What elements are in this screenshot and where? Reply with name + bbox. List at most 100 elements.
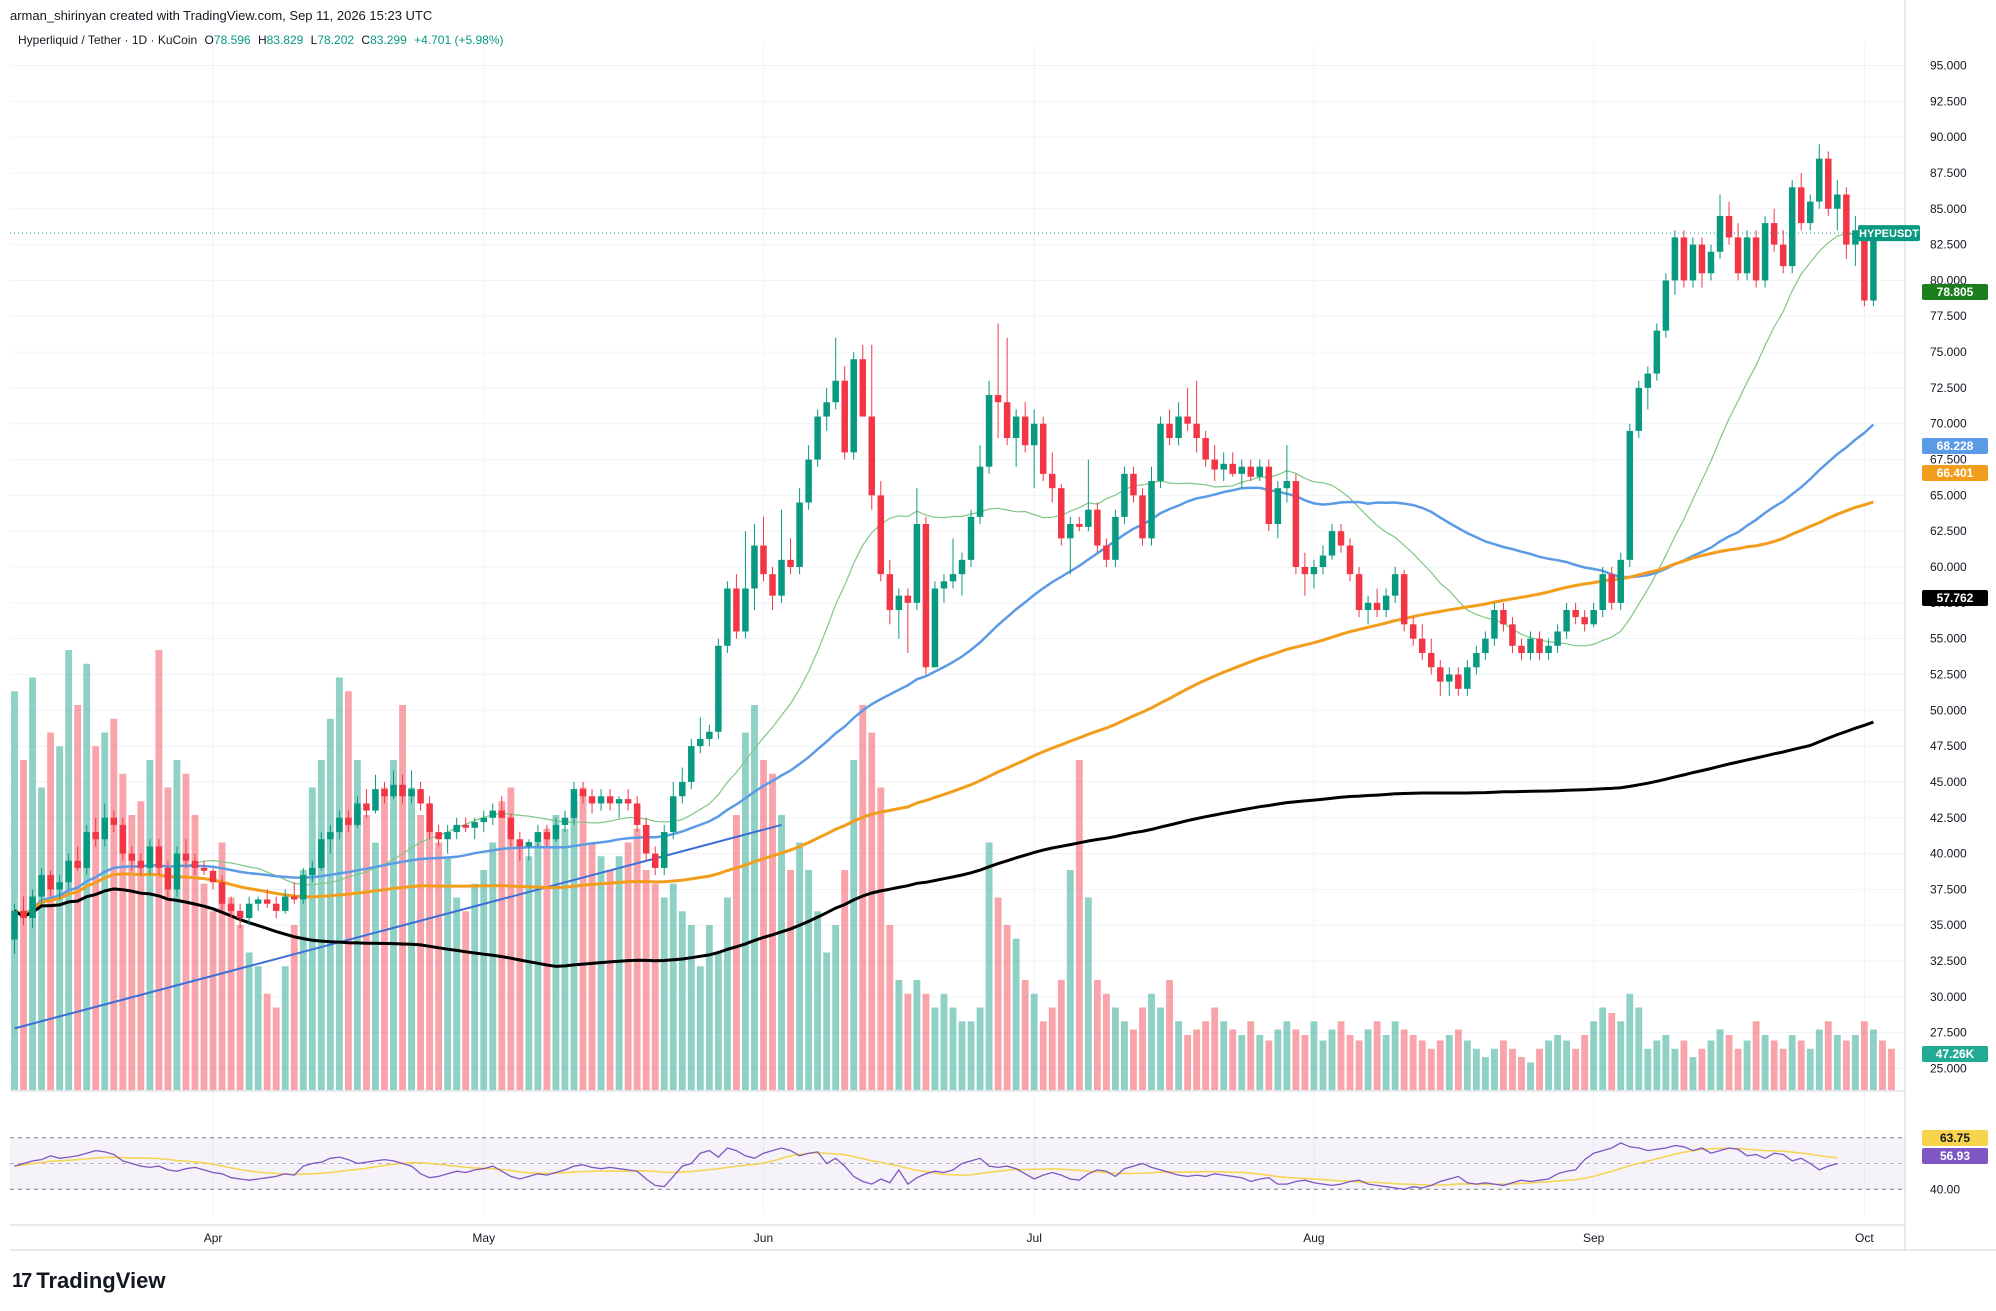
volume-bar	[985, 842, 993, 1090]
candle-body	[697, 738, 704, 747]
volume-bar	[1509, 1048, 1516, 1090]
volume-bar	[1030, 993, 1038, 1090]
volume-bar	[263, 993, 271, 1090]
volume-bar	[1662, 1035, 1670, 1090]
price-tick-label: 52.500	[1930, 667, 1967, 681]
candle-body	[1779, 244, 1787, 267]
volume-bar	[1716, 1029, 1724, 1090]
volume-bar	[1111, 1007, 1119, 1090]
symbol-tag-bg	[1858, 225, 1920, 242]
volume-bar	[1202, 1021, 1210, 1090]
volume-bar	[453, 897, 461, 1090]
volume-bar	[1572, 1048, 1580, 1090]
volume-bar	[1518, 1057, 1525, 1090]
candle-body	[660, 832, 668, 868]
volume-value-tag: 47.26K	[1936, 1047, 1975, 1061]
candle-body	[444, 832, 451, 840]
candle-body	[1843, 194, 1850, 245]
volume-bar	[1888, 1048, 1895, 1090]
candle-body	[1139, 495, 1146, 539]
volume-bar	[696, 966, 704, 1090]
volume-bar	[642, 870, 650, 1090]
candle-body	[1220, 463, 1227, 470]
volume-bar	[227, 897, 235, 1090]
rsi-ma-value-tag-bg	[1922, 1130, 1988, 1146]
candle-body	[1049, 473, 1056, 489]
candle-body	[38, 875, 45, 897]
volume-bar	[678, 911, 686, 1090]
candle-body	[642, 824, 650, 854]
candle-body	[1148, 481, 1155, 539]
candle-body	[390, 784, 397, 797]
volume-bar	[353, 760, 361, 1090]
candle-body	[1012, 416, 1020, 439]
volume-bar	[1066, 870, 1074, 1090]
candle-body	[985, 395, 993, 467]
candle-body	[679, 781, 686, 797]
candle-body	[1292, 481, 1300, 567]
candle-body	[1030, 423, 1038, 446]
candle-body	[399, 784, 406, 797]
price-tick-label: 65.000	[1930, 488, 1967, 502]
candle-body	[480, 817, 487, 823]
volume-bar	[958, 1021, 966, 1090]
candle-body	[1734, 237, 1742, 274]
price-tick-label: 77.500	[1930, 309, 1967, 323]
candle-body	[579, 789, 587, 797]
candle-body	[1319, 555, 1327, 567]
candle-body	[561, 817, 569, 825]
volume-bar	[705, 925, 713, 1090]
volume-bar	[1193, 1029, 1201, 1090]
time-axis[interactable]: Apr May Jun Jul Aug Sep Oct	[204, 1231, 1875, 1245]
volume-bar	[1608, 1013, 1616, 1090]
volume-bar	[976, 1007, 984, 1090]
volume-bar	[1454, 1029, 1462, 1090]
candle-body	[110, 817, 118, 825]
volume-bar	[1229, 1029, 1237, 1090]
candle-body	[1716, 215, 1724, 252]
volume-bar	[372, 842, 379, 1090]
candle-body	[245, 903, 253, 919]
volume-bar	[1211, 1007, 1219, 1090]
candle-body	[1265, 466, 1273, 525]
volume-bar	[1445, 1035, 1453, 1090]
volume-bar	[624, 842, 632, 1090]
rsi-value-tag-bg	[1922, 1148, 1988, 1164]
volume-bar	[1175, 1021, 1183, 1090]
volume-bar	[344, 691, 352, 1090]
candle-body	[1310, 567, 1318, 575]
moving-average-line	[14, 423, 1875, 916]
volume-bar	[236, 925, 244, 1090]
candle-body	[1202, 438, 1209, 460]
candle-body	[1247, 466, 1255, 477]
candle-body	[1482, 638, 1489, 653]
candle-body	[1689, 244, 1697, 281]
volume-bar	[778, 815, 785, 1090]
volume-bar	[1833, 1035, 1841, 1090]
candle-body	[769, 574, 776, 596]
volume-bar	[209, 911, 217, 1090]
price-axis[interactable]: 95.000 92.500 90.000 87.500 85.000 82.500 80.0…	[1930, 58, 1967, 1196]
volume-bar	[1824, 1021, 1832, 1090]
volume-bar	[1382, 1035, 1390, 1090]
price-tick-label: 60.000	[1930, 560, 1967, 574]
candle-body	[976, 466, 984, 517]
volume-bar	[1391, 1021, 1399, 1090]
volume-bar	[444, 856, 452, 1090]
candle-body	[191, 860, 199, 868]
volume-bar	[1806, 1048, 1814, 1090]
price-tick-label: 72.500	[1930, 381, 1967, 395]
candle-body	[1238, 466, 1245, 474]
candle-body	[606, 796, 614, 804]
candle-body	[823, 402, 830, 417]
volume-bars	[11, 650, 1895, 1090]
candle-body	[1328, 531, 1336, 556]
candle-body	[1346, 545, 1354, 575]
candle-body	[1563, 609, 1570, 632]
candle-body	[1761, 223, 1769, 281]
volume-bar	[173, 760, 181, 1090]
symbol-name[interactable]: Hyperliquid / Tether · 1D · KuCoin	[18, 33, 198, 47]
created-by-line: arman_shirinyan created with TradingView…	[10, 8, 433, 23]
candle-body	[1680, 237, 1688, 281]
